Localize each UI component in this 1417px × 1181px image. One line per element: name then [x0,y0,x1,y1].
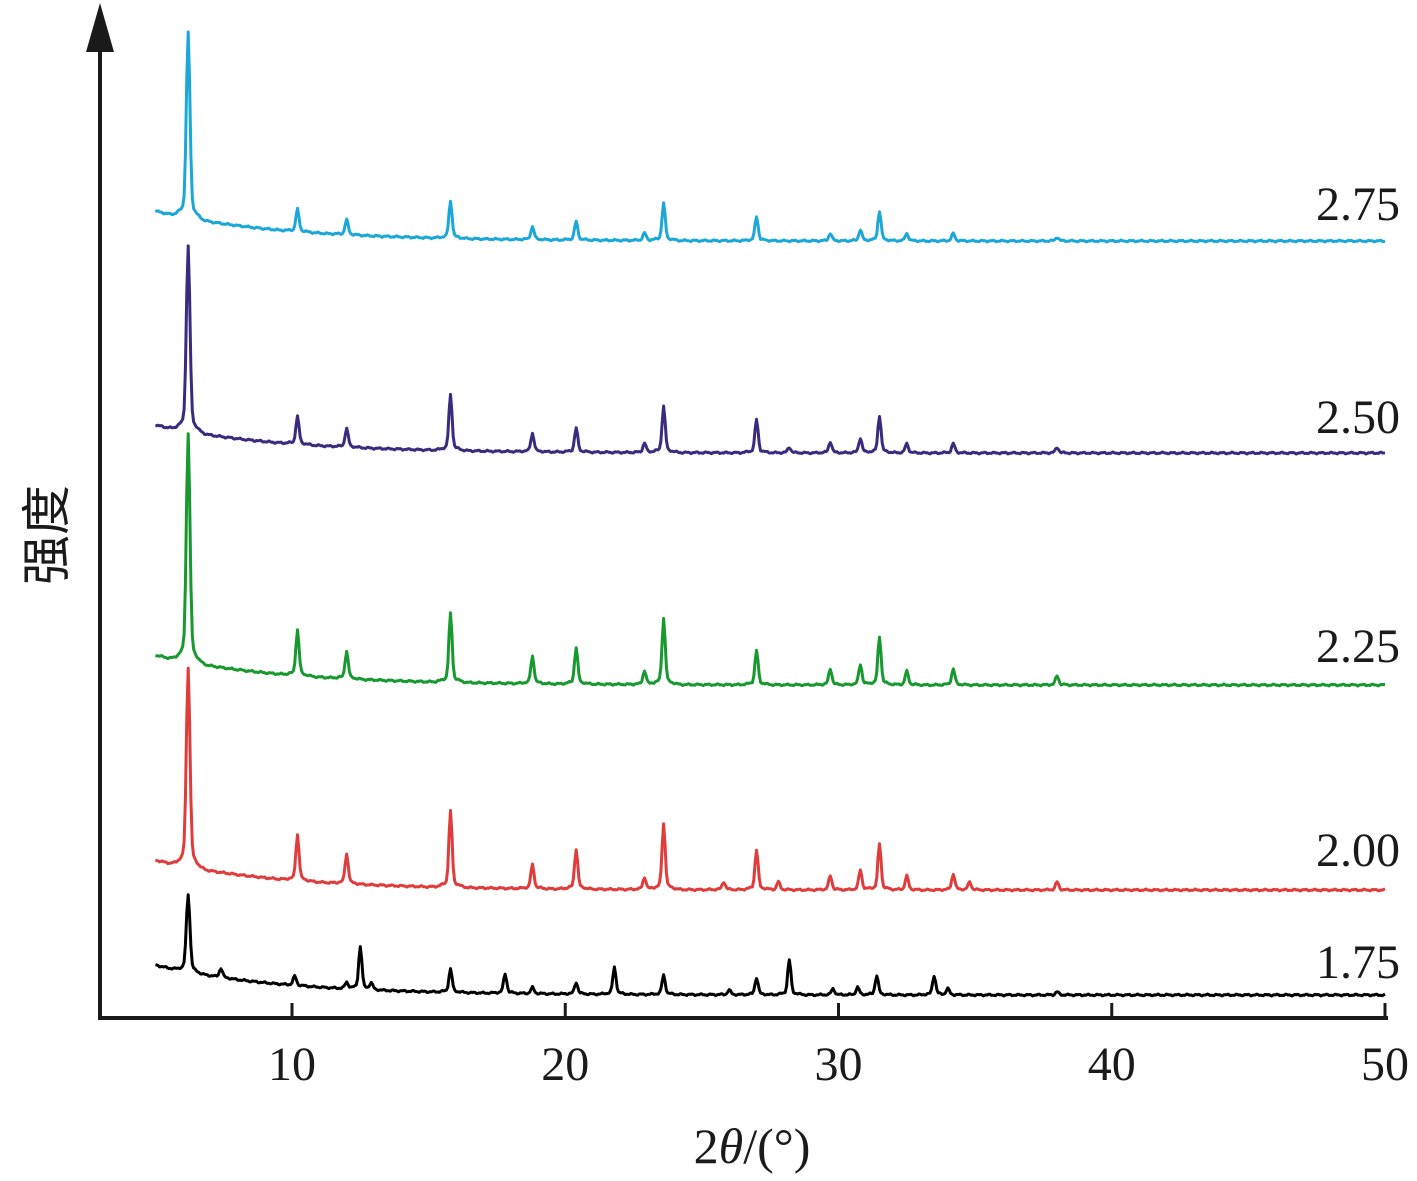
series-line-1.75 [155,893,1386,998]
x-axis-title: 2θ/(°) [694,1118,811,1174]
x-tick-label-10: 10 [268,1038,316,1091]
x-axis-title-suffix: /(°) [743,1118,810,1174]
series-label-2.25: 2.25 [1316,620,1400,673]
series-labels: 1.75 2.00 2.25 2.50 2.75 [1316,178,1400,989]
series-label-2.75: 2.75 [1316,178,1400,231]
series-line-2.75 [154,30,1386,244]
series-label-2.50: 2.50 [1316,391,1400,444]
series-label-2.00: 2.00 [1316,824,1400,877]
y-axis-title: 强度 [19,485,75,585]
x-tick-label-50: 50 [1361,1038,1409,1091]
x-tick-label-20: 20 [541,1038,589,1091]
x-axis-ticks: 10 20 30 40 50 [268,1003,1409,1091]
x-axis-title-prefix: 2 [694,1118,719,1174]
series-line-2.00 [154,666,1386,893]
series-line-2.50 [155,244,1386,456]
x-axis-title-theta: θ [719,1118,744,1174]
x-tick-label-30: 30 [815,1038,863,1091]
series-line-2.25 [155,432,1386,688]
x-tick-label-40: 40 [1088,1038,1136,1091]
series-traces [154,30,1386,998]
y-axis-arrow [86,3,114,52]
series-label-1.75: 1.75 [1316,936,1400,989]
